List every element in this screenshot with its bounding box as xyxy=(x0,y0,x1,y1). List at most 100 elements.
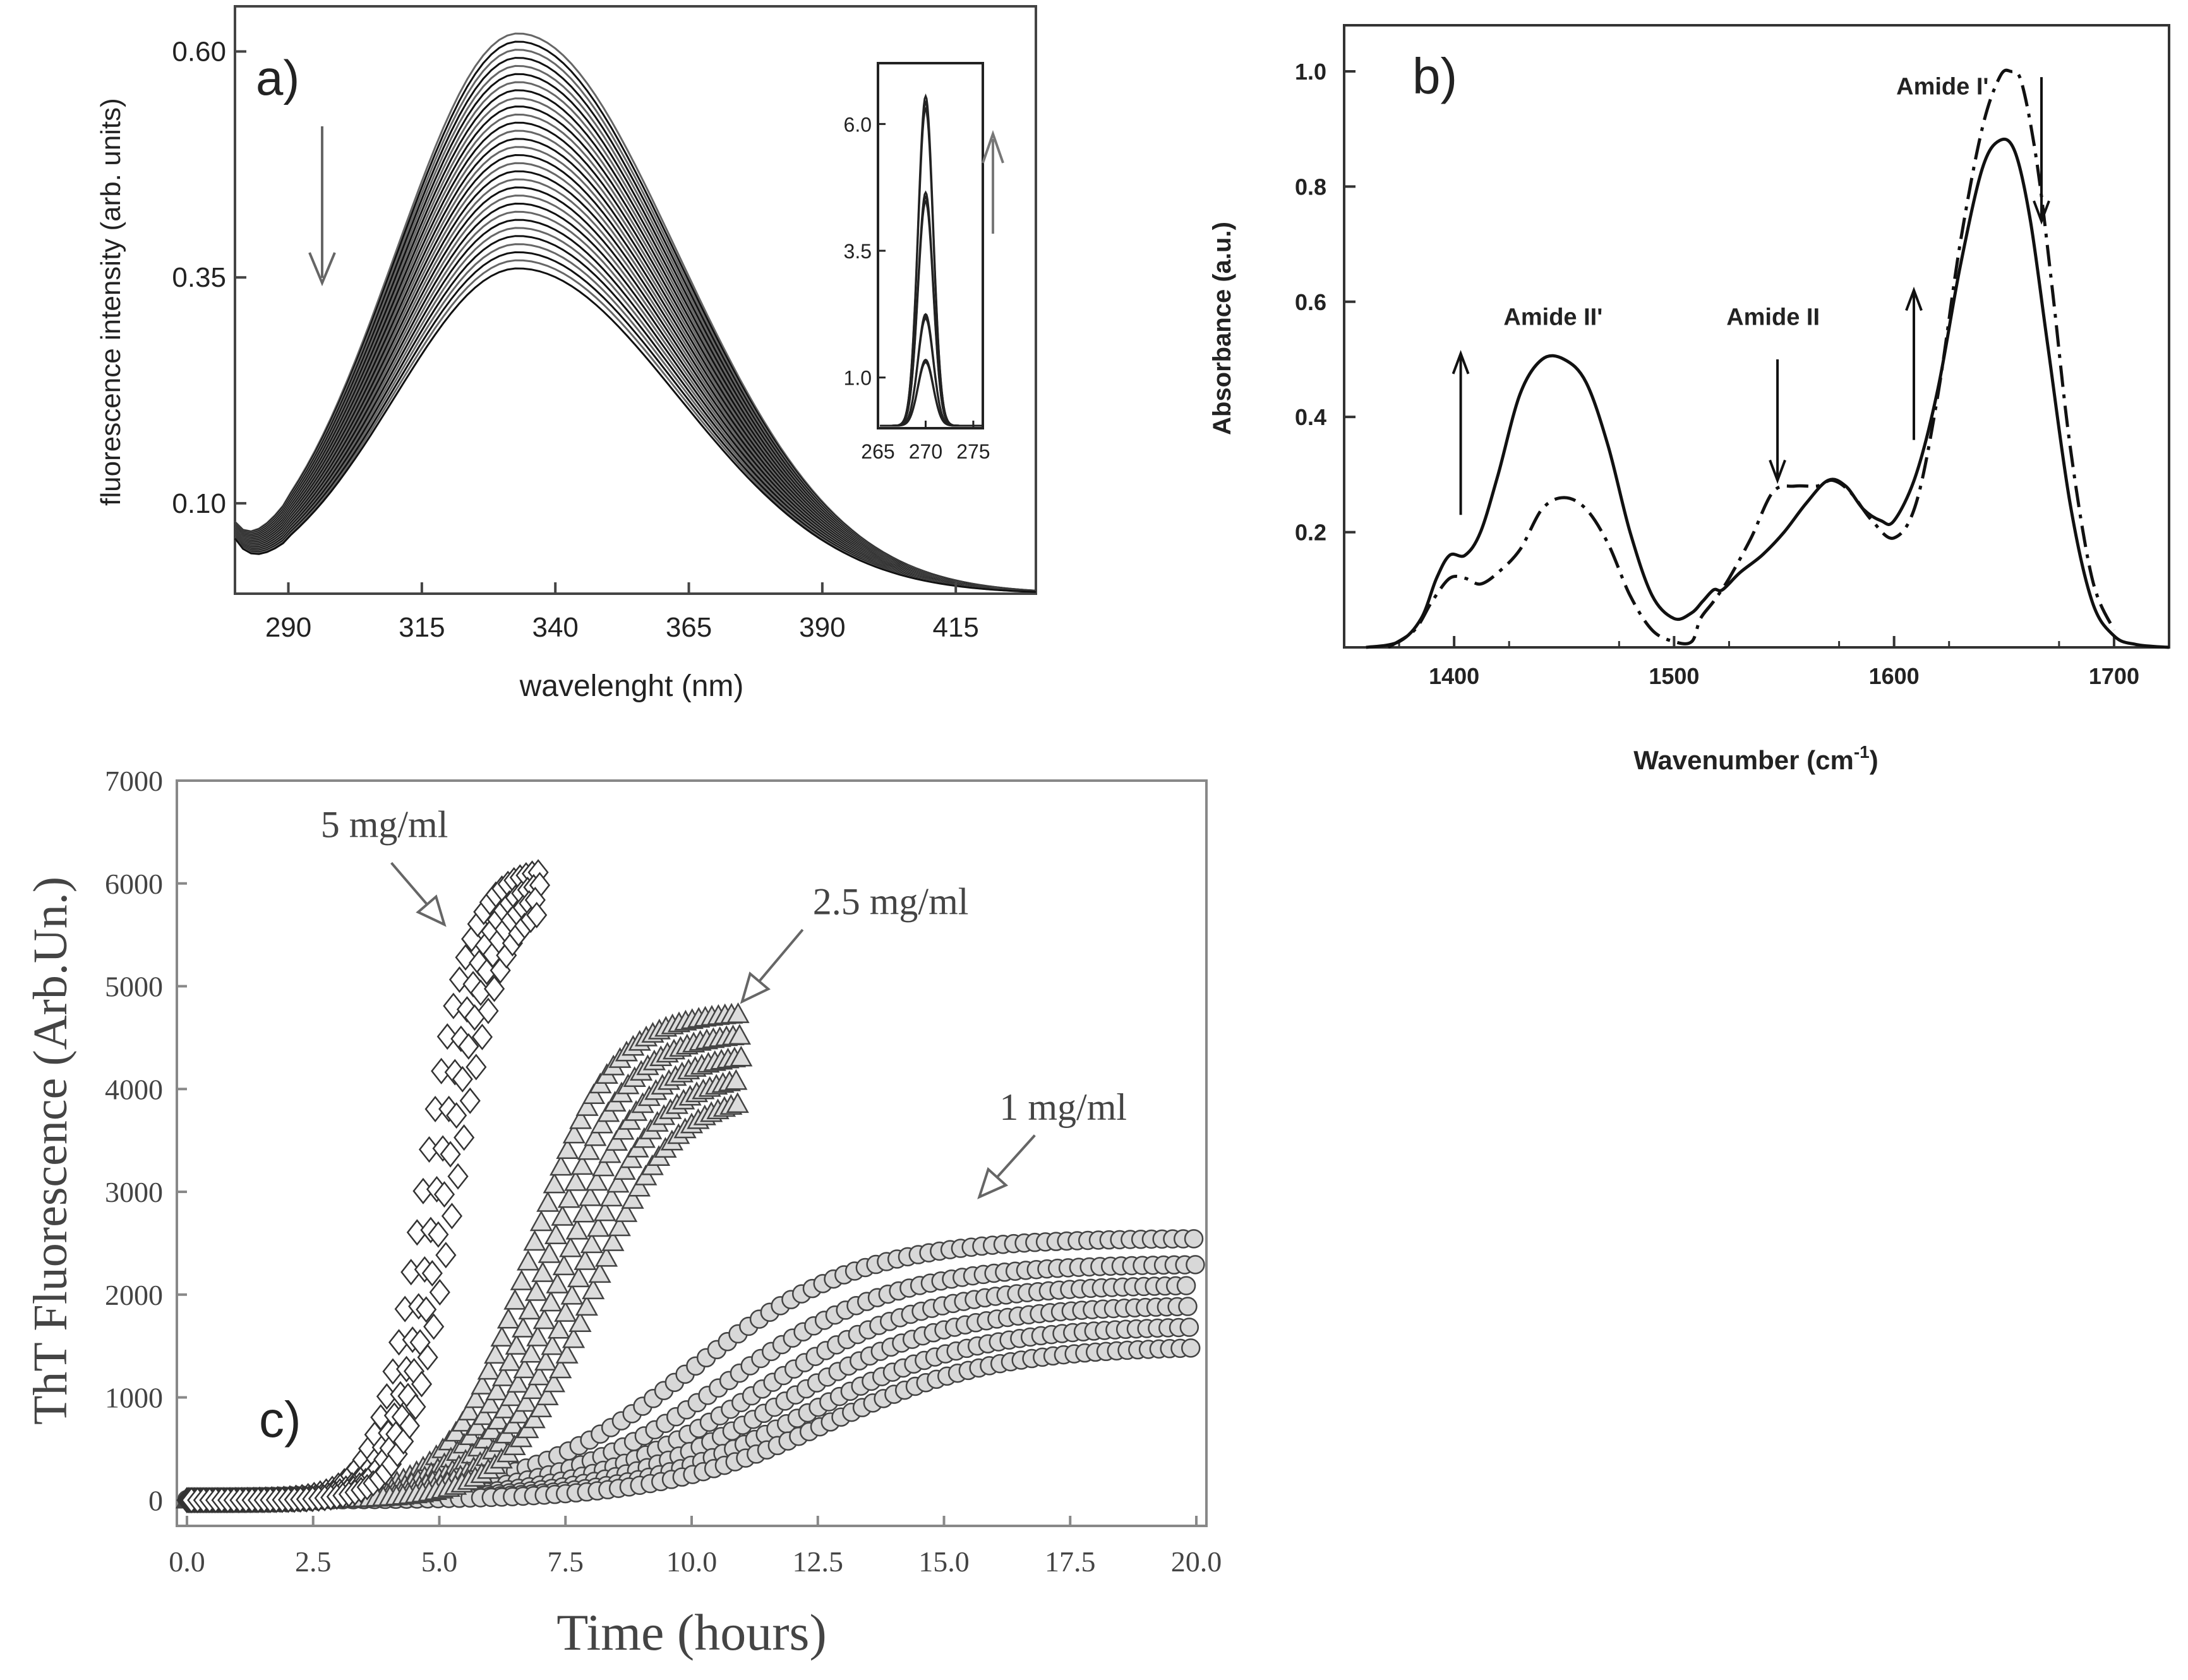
panel-b-arrow-head xyxy=(1769,459,1786,484)
panel-c-label-arrow-head xyxy=(977,1167,1009,1199)
panel-c-points xyxy=(175,859,1205,1514)
data-point-triangle xyxy=(529,1210,553,1232)
data-point-triangle xyxy=(627,1175,651,1197)
inset-xtick-label: 270 xyxy=(909,440,942,463)
data-point-triangle xyxy=(484,1343,507,1364)
data-point-triangle xyxy=(493,1397,517,1419)
data-point-diamond xyxy=(417,1344,438,1371)
data-point-diamond xyxy=(428,1221,449,1248)
data-point-triangle xyxy=(451,1410,474,1432)
panel-a-ticks: 290 315 340 365 390 415 0.60 0.35 0.10 xyxy=(172,37,979,643)
panel-b-label: b) xyxy=(1412,48,1457,104)
panel-c-ticks: 0.0 2.5 5.0 7.5 10.0 12.5 15.0 17.5 20.0 0 1000 200… xyxy=(105,765,1222,1578)
data-point-triangle xyxy=(599,1185,623,1207)
data-point-triangle xyxy=(620,1147,643,1168)
data-point-triangle xyxy=(604,1130,628,1151)
panel-b-xtick-label: 1600 xyxy=(1869,663,1920,689)
data-point-triangle xyxy=(479,1392,502,1413)
data-point-diamond xyxy=(435,1242,457,1269)
panel-b-xlabel-sup: -1 xyxy=(1854,742,1870,762)
panel-c-ytick-label: 3000 xyxy=(105,1176,163,1208)
annotation-amide-i-prime: Amide I' xyxy=(1896,73,1988,100)
panel-c-xtick-label: 0.0 xyxy=(169,1545,205,1578)
data-point-triangle xyxy=(541,1334,564,1355)
data-point-triangle xyxy=(577,1139,601,1160)
data-point-triangle xyxy=(536,1191,560,1212)
group-label-5mg: 5 mg/ml xyxy=(321,804,448,846)
data-point-triangle xyxy=(730,1045,753,1067)
inset-peak xyxy=(880,361,982,427)
group-label-2-5mg: 2.5 mg/ml xyxy=(813,881,969,923)
data-point-diamond xyxy=(411,1371,433,1398)
panel-b-annotations: Amide II' Amide II Amide I' xyxy=(1503,73,1988,330)
data-point-diamond xyxy=(441,1203,463,1230)
data-point-triangle xyxy=(549,1155,573,1176)
data-point-triangle xyxy=(613,1159,636,1180)
panel-c-label-arrow-head xyxy=(416,894,447,927)
data-point-triangle xyxy=(565,1218,589,1240)
data-point-triangle xyxy=(513,1357,536,1379)
data-point-triangle xyxy=(486,1408,510,1430)
data-point-triangle xyxy=(547,1317,570,1339)
data-point-triangle xyxy=(472,1404,495,1425)
data-point-triangle xyxy=(615,1201,638,1222)
panel-c-xtick-label: 20.0 xyxy=(1171,1545,1222,1578)
data-point-triangle xyxy=(498,1350,522,1371)
data-point-triangle xyxy=(510,1269,533,1290)
data-point-triangle xyxy=(726,1002,750,1023)
group-label-1mg: 1 mg/ml xyxy=(999,1086,1127,1128)
data-point-triangle xyxy=(724,1069,748,1090)
panel-a-inset: 265 270 275 6.0 3.5 1.0 xyxy=(844,62,1004,463)
data-point-diamond xyxy=(431,1057,452,1084)
data-point-triangle xyxy=(477,1359,500,1380)
data-point-triangle xyxy=(562,1122,586,1144)
data-point-triangle xyxy=(726,1092,749,1113)
data-point-diamond xyxy=(447,1163,469,1190)
panel-a-label: a) xyxy=(256,50,299,105)
data-point-triangle xyxy=(444,1420,467,1442)
data-point-triangle xyxy=(527,1364,551,1386)
data-point-triangle xyxy=(471,1374,494,1395)
inset-ytick-label: 1.0 xyxy=(844,367,872,390)
data-point-diamond xyxy=(440,1141,461,1168)
panel-c: 0.0 2.5 5.0 7.5 10.0 12.5 15.0 17.5 20.0 0 1000 200… xyxy=(24,765,1222,1661)
data-point-triangle xyxy=(529,1396,553,1417)
data-point-triangle xyxy=(606,1172,630,1193)
data-point-triangle xyxy=(524,1280,548,1301)
data-point-triangle xyxy=(598,1142,622,1163)
data-point-triangle xyxy=(588,1262,611,1283)
data-point-triangle xyxy=(536,1384,559,1405)
data-point-diamond xyxy=(423,1313,445,1340)
panel-b-xlabel-close: ) xyxy=(1870,745,1878,775)
panel-a-spectrum xyxy=(234,267,1037,593)
data-point-triangle xyxy=(568,1311,592,1333)
data-point-diamond xyxy=(421,1260,443,1287)
data-point-triangle xyxy=(538,1242,561,1263)
data-point-diamond xyxy=(526,901,548,928)
panel-b: b) 1400 1500 1600 1700 0.2 0.4 0.6 0.8 1.0 Amide… xyxy=(1208,24,2170,775)
data-point-triangle xyxy=(585,1170,608,1191)
panel-c-ytick-label: 0 xyxy=(148,1484,163,1516)
panel-b-ytick-label: 1.0 xyxy=(1295,59,1326,85)
data-point-triangle xyxy=(557,1187,580,1208)
data-point-triangle xyxy=(508,1402,531,1424)
panel-b-arrow-head xyxy=(1905,286,1923,311)
data-point-triangle xyxy=(575,1095,599,1116)
data-point-triangle xyxy=(555,1343,579,1364)
data-point-triangle xyxy=(584,1125,607,1146)
panel-a-curves xyxy=(234,32,1037,593)
data-point-diamond xyxy=(471,1023,493,1050)
panel-a-xtick-label: 340 xyxy=(532,612,578,643)
data-point-triangle xyxy=(523,1230,546,1251)
panel-a-xlabel: wavelenght (nm) xyxy=(519,669,744,703)
data-point-triangle xyxy=(562,1327,586,1348)
data-point-triangle xyxy=(464,1387,488,1408)
panel-a-xtick-label: 365 xyxy=(666,612,712,643)
panel-a: a) 290 315 340 365 390 415 0.60 0.35 0.10 wavele… xyxy=(95,5,1037,703)
panel-c-group-labels: 5 mg/ml 2.5 mg/ml 1 mg/ml xyxy=(321,804,1127,1129)
data-point-diamond xyxy=(399,1412,420,1439)
data-point-triangle xyxy=(569,1108,592,1129)
inset-curves xyxy=(880,93,982,427)
data-point-triangle xyxy=(582,1083,606,1105)
data-point-triangle xyxy=(592,1155,615,1177)
